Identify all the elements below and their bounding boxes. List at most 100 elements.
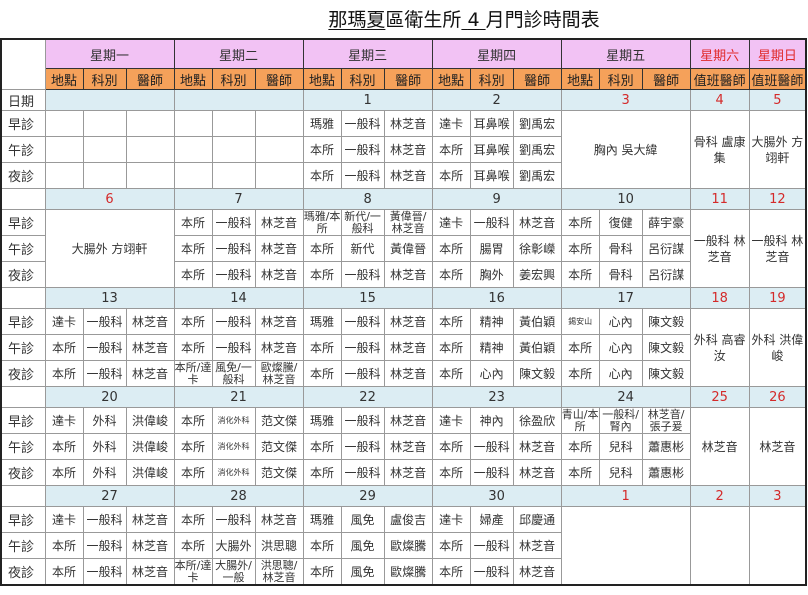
doctor-cell: 洪思聰/林芝音 (254, 558, 304, 586)
date-cell: 8 (302, 188, 433, 210)
location-cell: 本所 (431, 459, 471, 486)
location-cell: 本所 (173, 407, 213, 434)
doctor-cell: 林芝音 (125, 308, 175, 335)
date-cell: 3 (560, 89, 691, 111)
doctor-cell: 劉禹宏 (512, 162, 562, 189)
dept-cell: 神內 (469, 407, 514, 434)
dept-cell: 一般科 (340, 110, 385, 137)
date-cell: 7 (173, 188, 304, 210)
location-cell: 本所 (44, 532, 84, 559)
doctor-cell: 范文傑 (254, 459, 304, 486)
location-cell: 本所 (302, 261, 342, 288)
merged-duty-cell: 林芝音 (748, 407, 807, 486)
location-cell: 本所 (302, 136, 342, 163)
location-cell: 達卡 (431, 506, 471, 533)
location-cell: 瑪雅 (302, 407, 342, 434)
session-row: 早診 達卡 外科 洪偉峻 本所 消化外科 范文傑 瑪雅 一般科 林芝音 達卡 神內 徐盈欣 青山/本所 一般… (0, 407, 807, 486)
session-label: 早診 (0, 506, 46, 533)
doctor-cell: 黃偉晉 (383, 235, 433, 262)
location-cell: 瑪雅 (302, 308, 342, 335)
location-cell: 本所 (173, 506, 213, 533)
doctor-cell (125, 162, 175, 189)
location-cell: 本所 (173, 532, 213, 559)
date-cell: 13 (44, 287, 175, 309)
dept-cell: 一般科 (340, 261, 385, 288)
date-cell: 9 (431, 188, 562, 210)
location-cell: 本所 (302, 459, 342, 486)
location-cell: 本所 (302, 558, 342, 586)
date-row-label (0, 485, 46, 507)
session-row: 早診 達卡 一般科 林芝音 本所 一般科 林芝音 瑪雅 一般科 林芝音 本所 精神 黃伯穎 錫安山 心內 陳文… (0, 308, 807, 387)
doctor-cell (125, 110, 175, 137)
location-cell: 錫安山 (560, 308, 600, 335)
sub-header-doctor: 醫師 (641, 68, 691, 90)
session-row: 午診 本所 一般科 林芝音 本所 一般科 林芝音 本所 一般科 林芝音 本所 精神 黃伯穎 本所 心內 陳文毅 (0, 334, 806, 361)
doctor-cell: 林芝音 (383, 407, 433, 434)
doctor-cell: 姜宏興 (512, 261, 562, 288)
dept-cell: 一般科 (469, 459, 514, 486)
doctor-cell: 薛宇豪 (641, 209, 691, 236)
dept-cell: 一般科 (82, 506, 127, 533)
doctor-cell: 林芝音 (383, 162, 433, 189)
location-cell: 本所 (44, 334, 84, 361)
date-cell: 22 (302, 386, 433, 408)
doctor-cell: 林芝音 (254, 235, 304, 262)
date-row: 13 14 15 16 17 18 19 (0, 287, 807, 309)
location-cell: 達卡 (431, 110, 471, 137)
location-cell: 本所 (431, 334, 471, 361)
date-cell: 20 (44, 386, 175, 408)
merged-duty-cell: 胸內 吳大緯 (560, 110, 691, 189)
location-cell: 達卡 (44, 308, 84, 335)
location-cell: 本所 (560, 261, 600, 288)
doctor-cell: 林芝音 (383, 334, 433, 361)
doctor-cell: 林芝音 (125, 532, 175, 559)
session-row: 夜診 本所 一般科 林芝音 本所 一般科 林芝音 本所 胸外 姜宏興 本所 骨科 呂衍謀 (0, 261, 806, 288)
doctor-cell: 林芝音 (254, 209, 304, 236)
merged-duty-cell (689, 506, 750, 586)
sub-header-dept: 科別 (82, 68, 127, 90)
sub-header-dept: 科別 (340, 68, 385, 90)
location-cell: 本所 (173, 433, 213, 460)
dept-cell: 風免/一般科 (211, 360, 256, 387)
dept-cell (82, 162, 127, 189)
merged-duty-cell: 林芝音 (689, 407, 750, 486)
doctor-cell (125, 136, 175, 163)
location-cell: 達卡 (431, 407, 471, 434)
location-cell: 本所 (431, 162, 471, 189)
doctor-cell: 黃偉晉/林芝音 (383, 209, 433, 236)
merged-duty-cell: 一般科 林芝音 (689, 209, 750, 288)
doctor-cell: 洪思聰 (254, 532, 304, 559)
session-label: 夜診 (0, 162, 46, 189)
session-label: 夜診 (0, 360, 46, 387)
merged-duty-cell: 外科 高睿汝 (689, 308, 750, 387)
doctor-cell: 林芝音 (383, 308, 433, 335)
doctor-cell: 陳文毅 (641, 334, 691, 361)
location-cell: 達卡 (431, 209, 471, 236)
doctor-cell: 林芝音 (125, 558, 175, 586)
location-cell: 本所 (431, 261, 471, 288)
location-cell: 本所 (560, 433, 600, 460)
month-number: 4 (467, 9, 480, 31)
dept-cell: 精神 (469, 308, 514, 335)
dept-cell (211, 162, 256, 189)
dept-cell: 一般科 (211, 261, 256, 288)
dept-cell: 消化外科 (211, 407, 256, 434)
doctor-cell: 歐燦騰/林芝音 (254, 360, 304, 387)
title-suffix: 月門診時間表 (485, 9, 600, 31)
location-cell: 本所 (173, 261, 213, 288)
date-row-label (0, 188, 46, 210)
merged-duty-cell (560, 506, 691, 586)
date-cell: 24 (560, 386, 691, 408)
session-row: 午診 本所 一般科 林芝音 本所 新代 黃偉晉 本所 腸胃 徐彰嶸 本所 骨科 呂衍謀 (0, 235, 806, 262)
date-cell: 23 (431, 386, 562, 408)
location-cell: 瑪雅 (302, 506, 342, 533)
date-cell: 1 (560, 485, 691, 507)
session-label: 午診 (0, 433, 46, 460)
dept-cell (211, 110, 256, 137)
doctor-cell: 陳文毅 (641, 308, 691, 335)
date-cell: 1 (302, 89, 433, 111)
dept-cell: 一般科 (211, 209, 256, 236)
doctor-cell: 蕭惠彬 (641, 459, 691, 486)
day-header-row: 星期一 星期二 星期三 星期四 星期五 星期六 星期日 (0, 38, 807, 90)
dept-cell: 心內 (598, 360, 643, 387)
